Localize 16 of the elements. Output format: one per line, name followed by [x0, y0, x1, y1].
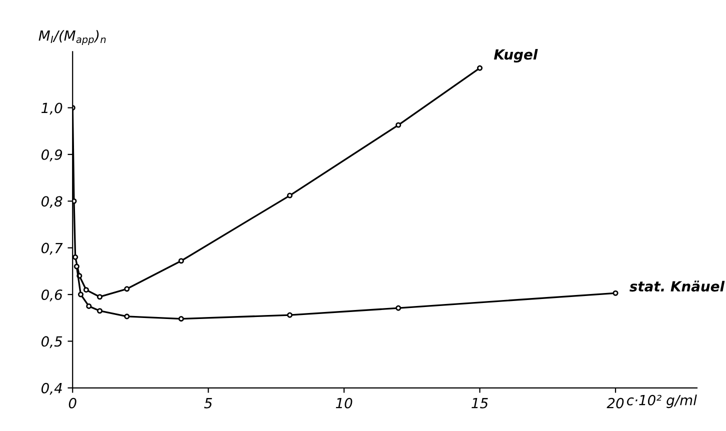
y-tick-label: 0,8	[41, 196, 62, 208]
series-label: Kugel	[494, 48, 538, 63]
x-tick-label: 0	[68, 398, 76, 408]
y-axis-title: M$_{I}$/(M$_{app}$)$_{n}$	[38, 30, 106, 45]
x-tick-label: 15	[472, 398, 488, 408]
y-tick-label: 0,5	[41, 336, 62, 348]
x-tick-label: 10	[336, 398, 352, 408]
x-tick-label: 5	[204, 398, 212, 408]
y-tick-label: 0,7	[41, 242, 63, 255]
series-label: stat. Knäuel	[630, 280, 725, 292]
y-tick-label: 0,4	[41, 382, 62, 395]
x-tick-label: 20	[606, 398, 624, 408]
y-tick-label: 0,6	[41, 289, 62, 302]
x-axis-title: c·10² g/ml	[627, 394, 697, 408]
y-tick-label: 1,0	[41, 102, 62, 115]
y-tick-label: 0,9	[41, 149, 62, 162]
